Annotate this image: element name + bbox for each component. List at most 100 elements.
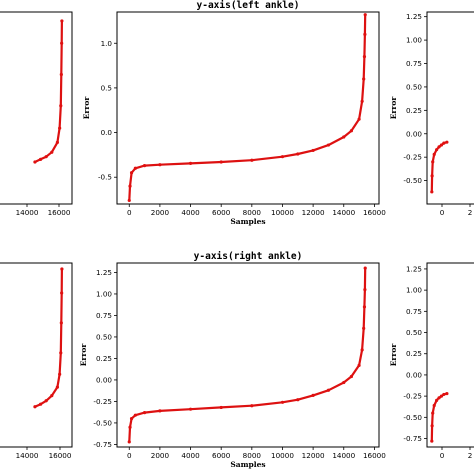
data-point <box>432 403 436 408</box>
x-tick-label: 14000 <box>332 451 355 460</box>
data-point <box>442 392 446 397</box>
x-tick-label: 0 <box>440 451 445 460</box>
x-tick-label: 12000 <box>302 451 325 460</box>
y-tick-label: -0.5 <box>98 173 112 182</box>
y-axis-label: Error <box>79 343 88 367</box>
y-axis-label: Error <box>82 96 91 120</box>
data-point <box>362 77 366 81</box>
data-point <box>58 372 62 376</box>
data-point <box>357 363 361 367</box>
x-tick-label: 0 <box>127 208 132 217</box>
x-tick-label: 10000 <box>271 208 294 217</box>
chart-panel-5: y-axis(right ankle) -0.75 -0.50 -0.25 0.00 0.… <box>79 251 386 469</box>
x-tick-label: 8000 <box>243 208 262 217</box>
data-point <box>58 126 62 130</box>
y-tick-label: 0.50 <box>406 328 422 337</box>
data-point <box>44 155 48 159</box>
data-point <box>50 150 54 154</box>
data-point <box>219 405 223 410</box>
data-point <box>357 117 361 121</box>
data-point <box>60 267 64 271</box>
y-tick-label: 1.25 <box>96 268 112 277</box>
data-point <box>430 424 434 428</box>
y-tick-label: -0.25 <box>403 153 422 162</box>
x-tick-label: 0 <box>127 451 132 460</box>
y-tick-label: 0.00 <box>406 370 422 379</box>
data-point <box>59 72 63 77</box>
data-point <box>362 55 367 59</box>
data-point <box>435 398 439 402</box>
x-tick-label: 16000 <box>363 208 386 217</box>
data-point <box>128 184 132 188</box>
data-point <box>442 141 446 145</box>
data-point <box>127 198 131 203</box>
data-point <box>219 160 223 164</box>
data-point <box>280 155 285 159</box>
y-tick-label: -0.25 <box>93 397 112 406</box>
y-tick-label: 1.25 <box>406 12 422 21</box>
data-point <box>432 152 436 156</box>
y-tick-label: 0.25 <box>406 106 422 115</box>
x-tick-label: 6000 <box>212 208 231 217</box>
data-point <box>280 400 285 404</box>
data-point <box>445 140 449 144</box>
plot-frame <box>0 11 73 205</box>
data-point <box>60 19 64 23</box>
y-tick-label: -0.50 <box>403 176 422 185</box>
x-tick-label: 12000 <box>302 208 325 217</box>
data-point <box>59 104 63 108</box>
x-tick-label: 4000 <box>181 208 200 217</box>
data-point <box>437 396 441 400</box>
x-tick-label: 2000 <box>151 208 170 217</box>
y-tick-label: 0.75 <box>406 59 422 68</box>
data-point <box>127 440 131 444</box>
chart-panel-3: -0.50 -0.25 0.00 0.25 0.50 0.75 1.00 1.25 0 2 Erro… <box>389 11 474 217</box>
y-tick-label: 1.00 <box>406 36 422 45</box>
data-point <box>38 402 43 406</box>
y-tick-label: 0.25 <box>406 349 422 358</box>
y-tick-label: 1.00 <box>96 289 112 298</box>
plot-frame <box>116 262 380 448</box>
chart-panel-2: y-axis(left ankle) -0.5 0.0 0.5 1.0 0 2000 4000… <box>82 0 386 226</box>
data-point <box>158 409 162 413</box>
x-tick-label: 6000 <box>212 451 231 460</box>
y-tick-label: 0.00 <box>96 375 112 384</box>
y-tick-label: 1.0 <box>101 39 113 48</box>
data-point <box>250 158 254 162</box>
x-tick-label: 14000 <box>332 208 355 217</box>
data-point <box>363 13 367 17</box>
y-tick-label: 0.0 <box>101 128 113 137</box>
data-point <box>439 143 444 147</box>
data-point <box>326 388 331 392</box>
data-point <box>133 166 137 170</box>
y-tick-label: 0.50 <box>96 332 112 341</box>
data-point <box>142 164 147 168</box>
data-point <box>59 321 63 325</box>
data-point <box>349 129 354 133</box>
y-axis-label: Error <box>389 96 398 120</box>
data-point <box>430 190 434 194</box>
series-line <box>128 268 367 442</box>
x-tick-label: 2 <box>468 451 473 460</box>
y-tick-label: 0.50 <box>406 82 422 91</box>
y-tick-label: 0.25 <box>96 354 112 363</box>
series-line <box>34 20 63 163</box>
data-point <box>342 380 346 385</box>
x-tick-label: 4000 <box>181 451 200 460</box>
x-axis-label: Samples <box>230 460 265 469</box>
data-point <box>311 393 315 398</box>
x-tick-label: 2000 <box>151 451 170 460</box>
data-point <box>363 266 367 270</box>
y-tick-label: 0.75 <box>406 307 422 316</box>
data-point <box>188 407 193 411</box>
data-point <box>431 160 435 164</box>
data-point <box>55 385 60 389</box>
chart-title: y-axis(left ankle) <box>197 0 300 11</box>
data-point <box>363 288 367 292</box>
data-point <box>44 399 48 403</box>
data-point <box>326 143 331 147</box>
data-point <box>342 135 346 139</box>
chart-panel-6: -0.75 -0.50 -0.25 0.00 0.25 0.50 0.75 1.00 1.25 0… <box>389 262 474 460</box>
x-tick-label: 2 <box>468 208 473 217</box>
